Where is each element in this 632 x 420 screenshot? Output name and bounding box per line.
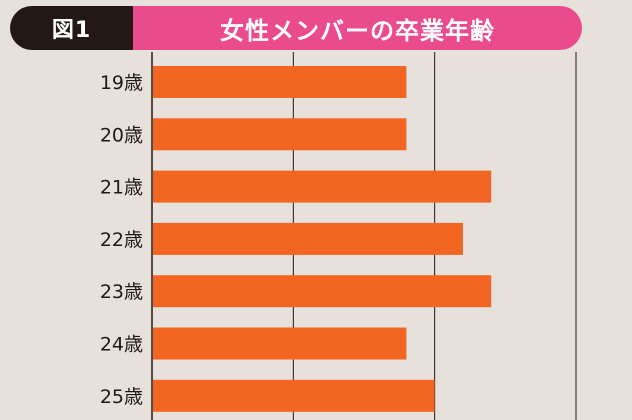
category-label: 24歳	[100, 334, 143, 356]
category-label: 19歳	[100, 72, 143, 94]
category-label: 25歳	[100, 386, 143, 408]
bar	[153, 327, 407, 360]
category-label: 23歳	[100, 281, 143, 303]
bar	[153, 66, 407, 98]
figure-header: 図1 女性メンバーの卒業年齢	[10, 6, 582, 50]
bar	[153, 222, 463, 255]
bar	[153, 379, 435, 412]
category-label: 22歳	[100, 229, 143, 251]
bar	[153, 170, 492, 203]
category-label: 20歳	[100, 124, 143, 146]
bar	[153, 118, 407, 151]
bar	[153, 275, 492, 308]
chart-title: 女性メンバーの卒業年齢	[133, 6, 582, 50]
figure-label: 図1	[10, 6, 133, 50]
category-label: 21歳	[100, 177, 143, 199]
